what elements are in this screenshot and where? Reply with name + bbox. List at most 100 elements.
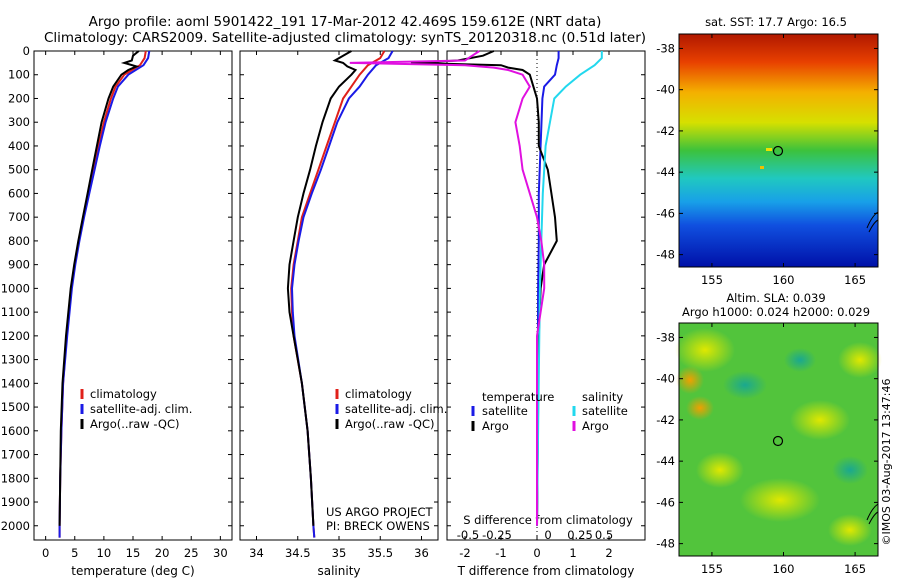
sst-map-frame xyxy=(678,33,879,268)
sla-argo-location-marker xyxy=(772,435,784,447)
sst-argo-location-marker xyxy=(772,145,784,157)
x-axis-label: salinity xyxy=(317,564,360,578)
lon-tick-label: 155 xyxy=(701,562,723,576)
depth-tick-label: 1100 xyxy=(1,305,30,319)
salinity-tick-label: 0.5 xyxy=(595,528,613,542)
plot-frame xyxy=(239,50,439,541)
depth-tick-label: 1500 xyxy=(1,400,30,414)
x-tick-label: 20 xyxy=(155,546,170,560)
x-axis-label: temperature (deg C) xyxy=(71,564,194,578)
sst-map: sat. SST: 17.7 Argo: 16.5 -38 -40 -42 -44 -4… xyxy=(656,15,879,287)
sst-map-title: sat. SST: 17.7 Argo: 16.5 xyxy=(705,15,847,29)
depth-tick-label: 500 xyxy=(8,163,30,177)
legend-label: satellite-adj. clim. xyxy=(90,402,192,416)
x-tick-label: 25 xyxy=(184,546,199,560)
header-line1: Argo profile: aoml 5901422_191 17-Mar-20… xyxy=(89,14,602,30)
x-tick-label: 34.5 xyxy=(285,546,311,560)
salinity-tick-label: -0.5 xyxy=(457,528,479,542)
series-line-climatology xyxy=(290,50,386,538)
lat-tick-label: -40 xyxy=(656,83,675,97)
pi-label: PI: BRECK OWENS xyxy=(326,519,430,533)
header-line2: Climatology: CARS2009. Satellite-adjuste… xyxy=(44,30,646,46)
legend-label: climatology xyxy=(90,387,157,401)
depth-tick-label: 300 xyxy=(8,115,30,129)
sla-anomaly-patch xyxy=(696,452,744,488)
sst-map-ticks: -38 -40 -42 -44 -46 -48 155 160 165 xyxy=(656,34,878,287)
series-line-salinity-argo xyxy=(349,50,546,526)
x-tick-label: -1 xyxy=(495,546,506,560)
legend-label: satellite-adj. clim. xyxy=(345,402,447,416)
depth-tick-label: 400 xyxy=(8,139,30,153)
plot-frame xyxy=(446,50,646,541)
x-tick-label: 10 xyxy=(97,546,112,560)
lat-tick-label: -40 xyxy=(656,372,675,386)
lat-tick-label: -48 xyxy=(656,248,675,262)
lon-tick-label: 165 xyxy=(844,273,866,287)
salinity-difference-label: S difference from climatology xyxy=(463,513,633,527)
x-tick-label: 36 xyxy=(414,546,429,560)
sst-argo-track xyxy=(766,148,772,151)
depth-tick-label: 900 xyxy=(8,258,30,272)
legend-label: climatology xyxy=(345,387,412,401)
lat-tick-label: -38 xyxy=(656,41,675,55)
depth-tick-label: 0 xyxy=(23,44,30,58)
sla-anomaly-patch xyxy=(790,400,850,440)
sla-anomaly-patch xyxy=(838,342,882,378)
depth-tick-label: 700 xyxy=(8,210,30,224)
x-tick-label: 2 xyxy=(605,546,612,560)
temperature-panel: 0100200300400500600700800900100011001200… xyxy=(1,44,233,578)
lat-tick-label: -44 xyxy=(656,165,675,179)
sla-anomaly-patch xyxy=(675,328,735,372)
lat-tick-label: -38 xyxy=(656,330,675,344)
lon-tick-label: 160 xyxy=(773,562,795,576)
depth-tick-label: 2000 xyxy=(1,519,30,533)
plot-frame xyxy=(33,50,233,541)
depth-tick-label: 1200 xyxy=(1,329,30,343)
lat-tick-label: -42 xyxy=(656,124,675,138)
series-line-satellite-adj-clim- xyxy=(58,50,151,538)
x-tick-label: 15 xyxy=(126,546,141,560)
x-tick-label: 30 xyxy=(213,546,228,560)
depth-tick-label: 200 xyxy=(8,91,30,105)
sla-anomaly-patch xyxy=(723,371,767,399)
salinity-tick-label: 0 xyxy=(544,528,551,542)
sla-anomaly-patch xyxy=(686,396,714,420)
x-tick-label: 35 xyxy=(332,546,347,560)
x-tick-label: 5 xyxy=(71,546,78,560)
series-line-argo-raw-qc- xyxy=(286,50,358,526)
sla-map-title: Altim. SLA: 0.039 xyxy=(726,291,825,305)
x-tick-label: 34 xyxy=(249,546,264,560)
sla-anomaly-patch xyxy=(828,514,872,546)
sla-map-subtitle: Argo h1000: 0.024 h2000: 0.029 xyxy=(682,305,870,319)
lat-tick-label: -48 xyxy=(656,537,675,551)
sla-coastline xyxy=(866,503,879,525)
sla-map-frame xyxy=(678,322,879,557)
x-tick-label: 1 xyxy=(569,546,576,560)
x-axis-label: T difference from climatology xyxy=(457,564,635,578)
lat-tick-label: -44 xyxy=(656,454,675,468)
depth-tick-label: 1700 xyxy=(1,448,30,462)
imos-credit: ©IMOS 03-Aug-2017 13:47:46 xyxy=(880,379,893,546)
sst-coastline xyxy=(866,211,879,233)
lat-tick-label: -46 xyxy=(656,495,675,509)
sla-map-ticks: -38 -40 -42 -44 -46 -48 155 160 165 xyxy=(656,323,878,576)
sla-map: Altim. SLA: 0.039 Argo h1000: 0.024 h200… xyxy=(656,291,882,576)
series-line-temperature-argo xyxy=(410,50,558,526)
depth-tick-label: 1600 xyxy=(1,424,30,438)
sst-map-image xyxy=(679,34,878,267)
depth-tick-label: 1800 xyxy=(1,471,30,485)
x-tick-label: 35.5 xyxy=(367,546,393,560)
depth-tick-label: 600 xyxy=(8,186,30,200)
legend-label: satellite xyxy=(582,404,628,418)
depth-tick-label: 1000 xyxy=(1,281,30,295)
legend-label: Argo xyxy=(582,419,609,433)
sla-anomaly-patch xyxy=(740,478,820,522)
legend-label: Argo(..raw -QC) xyxy=(345,417,435,431)
series-line-argo-raw-qc- xyxy=(58,50,140,526)
x-tick-label: 0 xyxy=(42,546,49,560)
legend-salinity-heading: salinity xyxy=(582,390,623,404)
legend-label: Argo(..raw -QC) xyxy=(90,417,180,431)
lon-tick-label: 160 xyxy=(773,273,795,287)
sla-anomaly-patch xyxy=(676,366,704,394)
